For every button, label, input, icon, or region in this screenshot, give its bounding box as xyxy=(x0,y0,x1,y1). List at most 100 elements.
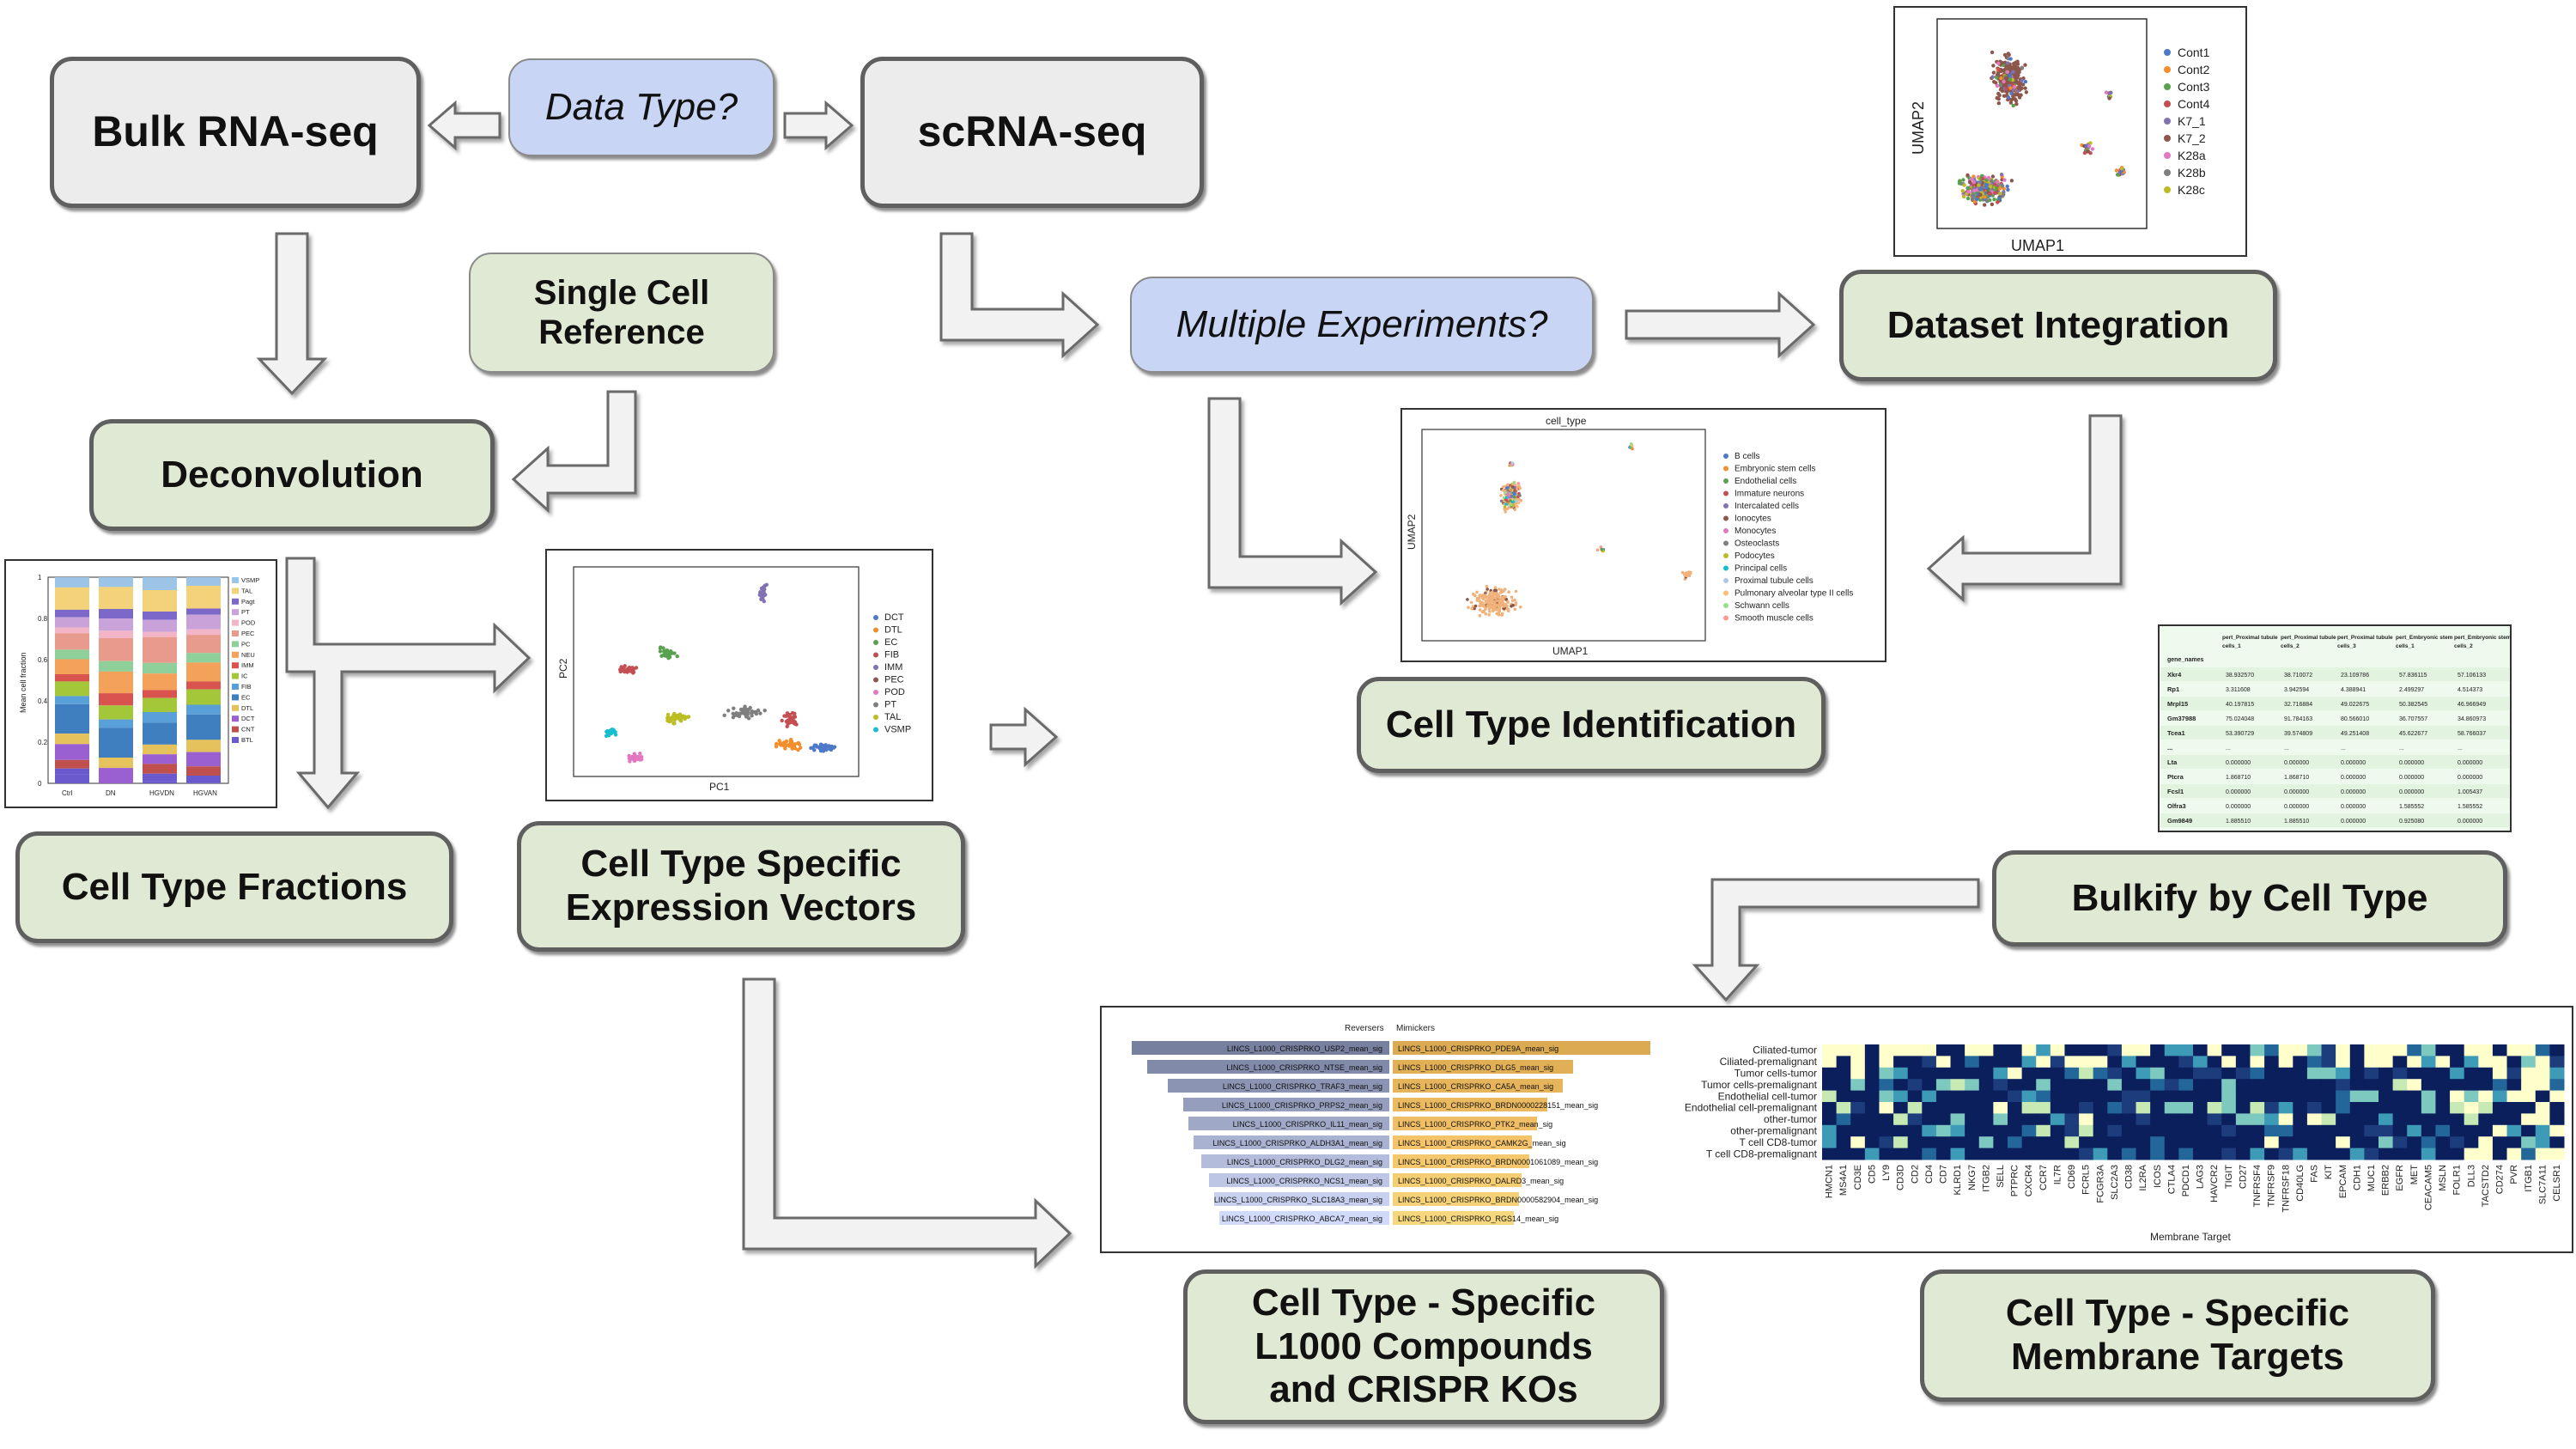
pca-legend-marker xyxy=(873,640,878,645)
umap-celltype-point xyxy=(1481,601,1485,606)
heatmap-cell xyxy=(1978,1102,1994,1114)
heatmap-cell xyxy=(2364,1056,2379,1068)
bulk-table-cell: 32.716884 xyxy=(2284,702,2312,708)
heatmap-cell xyxy=(2235,1079,2251,1092)
heatmap-cell xyxy=(2478,1079,2494,1092)
heatmap-cell xyxy=(2336,1067,2351,1080)
bulk-table-column-header-line2: cells_1 xyxy=(2396,643,2415,649)
heatmap-cell xyxy=(2321,1067,2336,1080)
heatmap-cell xyxy=(1935,1090,1952,1103)
heatmap-cell xyxy=(2193,1124,2208,1137)
heatmap-cell xyxy=(2506,1113,2522,1126)
pca-point xyxy=(829,744,834,749)
umap-celltype-point xyxy=(1475,596,1479,600)
pca-legend-marker xyxy=(873,690,878,695)
heatmap-cell xyxy=(2150,1124,2166,1137)
umap-integration-point xyxy=(1991,70,1996,75)
umap-celltype-point xyxy=(1490,599,1494,603)
heatmap-cell xyxy=(2136,1044,2151,1056)
heatmap-cell xyxy=(2435,1113,2451,1126)
pca-point xyxy=(793,721,798,726)
heatmap-cell xyxy=(2293,1136,2308,1149)
fractions-legend-marker xyxy=(232,662,239,669)
umap-celltype-point xyxy=(1494,588,1498,593)
heatmap-cell xyxy=(2379,1090,2394,1103)
heatmap-cell xyxy=(2193,1079,2208,1092)
heatmap-cell xyxy=(1864,1148,1880,1160)
fractions-bar-segment xyxy=(55,681,89,697)
umap-celltype-point xyxy=(1469,600,1473,605)
heatmap-column-label: ICOS xyxy=(2153,1165,2163,1188)
fractions-legend-marker xyxy=(232,619,239,626)
fractions-bar-segment xyxy=(186,629,221,636)
heatmap-cell xyxy=(2136,1124,2151,1137)
fractions-bar-segment xyxy=(55,744,89,760)
heatmap-cell xyxy=(2379,1124,2394,1137)
bulk-table-cell: 0.925080 xyxy=(2399,819,2424,825)
heatmap-cell xyxy=(1922,1124,1937,1137)
fractions-legend-label: NEU xyxy=(241,651,255,659)
umap-integration-xlabel: UMAP1 xyxy=(2011,237,2064,254)
heatmap-cell xyxy=(2150,1067,2166,1080)
heatmap-cell xyxy=(2164,1090,2179,1103)
heatmap-cell xyxy=(1836,1136,1851,1149)
heatmap-cell xyxy=(2050,1090,2065,1103)
bulk-table-row-stripe xyxy=(2160,784,2509,798)
fractions-bar-segment xyxy=(55,703,89,734)
fractions-bar-segment xyxy=(55,759,89,769)
heatmap-cell xyxy=(1893,1090,1909,1103)
fractions-bar-segment xyxy=(99,577,133,588)
umap-celltype-point xyxy=(1686,572,1690,575)
heatmap-cell xyxy=(1893,1079,1909,1092)
bulk-table-cell: 75.024048 xyxy=(2226,716,2254,722)
heatmap-cell xyxy=(2349,1136,2365,1149)
heatmap-cell xyxy=(2492,1044,2508,1056)
heatmap-cell xyxy=(2478,1044,2494,1056)
fractions-bar-segment xyxy=(186,704,221,715)
mimicker-label: LINCS_L1000_CRISPRKO_DLG5_mean_sig xyxy=(1398,1063,1553,1072)
fractions-legend-marker xyxy=(232,737,239,743)
heatmap-cell xyxy=(1950,1090,1965,1103)
pca-point xyxy=(606,730,611,735)
pca-point xyxy=(665,648,670,653)
heatmap-cell xyxy=(2008,1056,2023,1068)
cell-type-fractions-label: Cell Type Fractions xyxy=(61,865,408,908)
pca-point xyxy=(812,743,817,747)
heatmap-cell xyxy=(1850,1067,1866,1080)
umap-integration-point xyxy=(1990,75,1995,79)
fractions-bar-segment xyxy=(55,659,89,674)
heatmap-cell xyxy=(2278,1136,2293,1149)
heatmap-cell xyxy=(2464,1090,2479,1103)
heatmap-cell xyxy=(2221,1113,2237,1126)
heatmap-column-label: CEACAM5 xyxy=(2424,1165,2434,1210)
fractions-legend-marker xyxy=(232,694,239,701)
heatmap-cell xyxy=(2107,1056,2123,1068)
heatmap-cell xyxy=(1879,1056,1894,1068)
heatmap-cell xyxy=(2306,1056,2323,1068)
heatmap-cell xyxy=(2421,1124,2436,1137)
umap-celltype-point xyxy=(1482,605,1485,608)
umap-integration-point xyxy=(1990,50,1995,55)
heatmap-cell xyxy=(1950,1044,1965,1056)
umap-integration-point xyxy=(2020,78,2024,83)
pca-point xyxy=(797,742,802,746)
heatmap-cell xyxy=(2121,1056,2137,1068)
heatmap-cell xyxy=(2121,1136,2137,1149)
umap-integration-legend-marker xyxy=(2164,186,2171,193)
pca-point xyxy=(683,716,687,721)
umap-celltype-point xyxy=(1680,570,1685,575)
reverser-label: LINCS_L1000_CRISPRKO_SLC18A3_mean_sig xyxy=(1214,1196,1382,1204)
bulk-table-cell: ... xyxy=(2399,746,2404,752)
bulk-table-cell: 0.000000 xyxy=(2399,760,2424,766)
heatmap-cell xyxy=(1950,1079,1965,1092)
heatmap-cell xyxy=(2107,1044,2123,1056)
umap-celltype-point xyxy=(1504,594,1507,599)
heatmap-cell xyxy=(2321,1113,2336,1126)
bulkify-box: Bulkify by Cell Type xyxy=(1992,850,2507,947)
umap-integration-point xyxy=(1988,192,1993,196)
reverser-bar xyxy=(1214,1192,1389,1206)
l1000-box: Cell Type - Specific L1000 Compounds and… xyxy=(1183,1269,1664,1424)
umap-celltype-point xyxy=(1499,499,1504,503)
umap-celltype-point xyxy=(1498,588,1501,591)
heatmap-cell xyxy=(2535,1113,2550,1126)
